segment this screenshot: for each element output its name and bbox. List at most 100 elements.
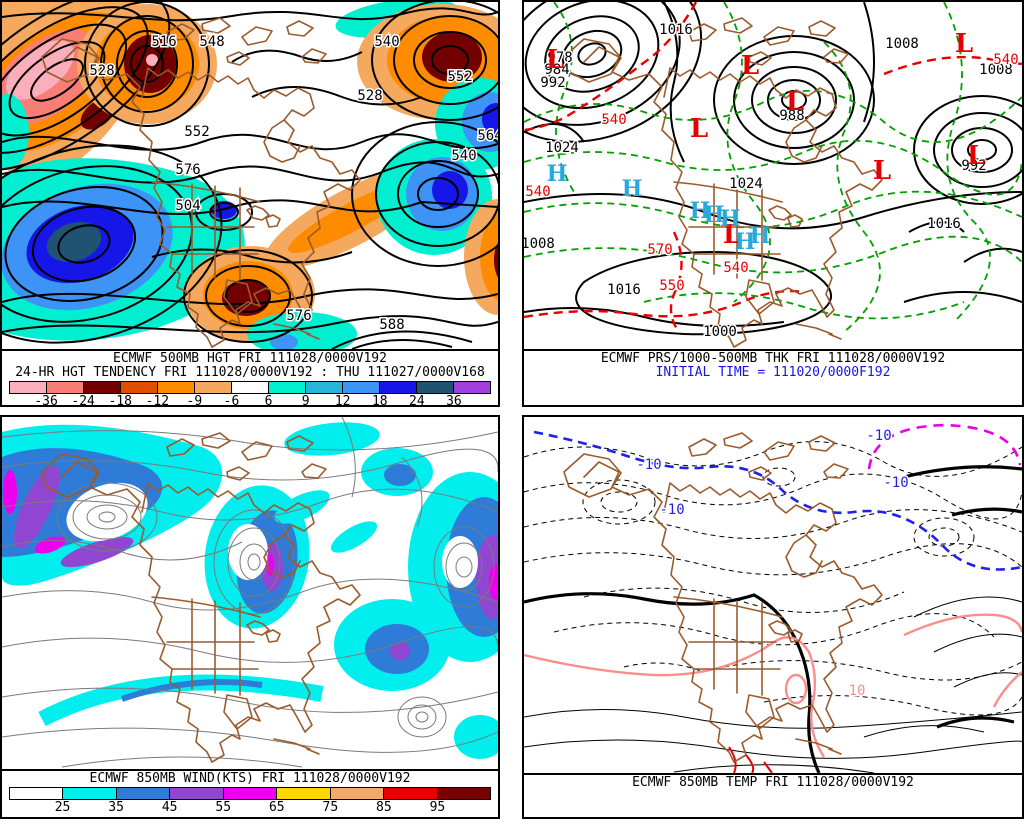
map-label: H [547,161,568,187]
height-contours [2,2,498,349]
map-mslp-thickness: 1016100810089789849921024102410081016101… [524,2,1022,351]
colorbar-tick-label: -6 [223,394,240,407]
mslp-labels: 1016100810089789849921024102410081016101… [524,21,1014,342]
colorbar-tick-label: 12 [334,394,351,407]
map-label: 570 [647,242,672,258]
colorbar-segment [84,382,121,393]
colorbar-tick-label: 9 [301,394,310,407]
colorbar-wind-speed [9,787,491,800]
map-label: 540 [451,148,476,164]
thickness-contours-green [524,2,1022,333]
map-label: 528 [89,63,114,79]
colorbar-segment [170,788,224,799]
map-label: 992 [540,75,565,91]
colorbar-segment [417,382,454,393]
map-label: L [690,114,708,144]
colorbar-tick-label: 45 [161,800,178,815]
caption-mslp-thickness: ECMWF PRS/1000-500MB THK FRI 111028/0000… [600,351,946,366]
map-850mb-wind [2,417,498,771]
minus20-isotherm-magenta-dashed [867,423,1022,470]
map-label: 564 [477,128,498,144]
colorbar-segment [158,382,195,393]
map-label: 1016 [607,282,641,298]
map-label: 984 [544,62,569,78]
colorbar-tick-label: 75 [322,800,339,815]
wind-speed-shading [2,422,498,759]
streamlines [2,417,498,768]
colorbar-tick-label: -36 [34,394,58,407]
map-label: 1024 [545,140,579,156]
map-label: H [735,229,756,255]
colorbar-segment [437,788,490,799]
colorbar-tick-label: 25 [54,800,71,815]
colorbar-tick-label: -18 [108,394,132,407]
map-label: L [546,45,564,75]
colorbar-tick-label: 65 [268,800,285,815]
map-label: 540 [993,52,1018,68]
map-label: 1000 [703,324,737,340]
map-label: 1016 [927,216,961,232]
map-label: 1016 [659,22,693,38]
colorbar-tick-label: -9 [186,394,203,407]
map-label: 576 [286,308,311,324]
colorbar-tick-label: 35 [108,800,124,815]
caption-500mb-hgt: ECMWF 500MB HGT FRI 111028/0000V192 [113,351,387,366]
colorbar-tick-label: 55 [215,800,232,815]
map-label: L [873,156,891,186]
map-label: L [967,141,985,171]
colorbar-segment [116,788,171,799]
map-850mb-temp: -10 -10 -10 -10 10 [524,417,1022,775]
colorbar-segment [10,382,47,393]
colorbar-ticks-height-tendency: -36 -24 -18 -12 -9 -6 6 9 12 18 24 36 [9,394,491,407]
colorbar-tick-label: 18 [371,394,388,407]
map-label: 528 [357,88,382,104]
thickness-labels: 540 570 550 540 540 540 [524,51,1020,296]
colorbar-segment [223,788,278,799]
colorbar-tick-label: -12 [145,394,170,407]
map-label: 992 [961,158,986,174]
map-label: 540 [601,112,626,128]
colorbar-segment [277,788,331,799]
map-label: H [622,176,643,202]
map-label: H [750,223,771,249]
colorbar-tick-label: 36 [446,394,462,407]
colorbar-segment [63,788,117,799]
colorbar-segment [10,788,64,799]
map-label: 978 [547,50,572,66]
colorbar-segment [306,382,343,393]
map-500mb-height: 516 548 540 528 528 552 552 576 540 504 564 576 588 [2,2,498,351]
panel-mslp-thickness: 1016 1008 1008 978 984 992 1024 1024 1008 1016 101… [522,0,1024,407]
map-label: 1008 [885,36,919,52]
map-label: 988 [779,108,804,124]
map-label: 540 [525,184,550,200]
map-label: 1024 [729,176,763,192]
caption-850mb-temp: ECMWF 850MB TEMP FRI 111028/0000V192 [632,775,914,790]
map-label: H [704,202,725,228]
map-label: 540 [374,34,399,50]
colorbar-segment [269,382,306,393]
colorbar-segment [384,788,438,799]
colorbar-segment [121,382,158,393]
map-label: 10 [849,683,866,699]
panel-850mb-temp: -10 -10 -10 -10 10 ECMWF 850MB TEMP FRI 1110… [522,415,1024,819]
caption-initial-time: INITIAL TIME = 111020/0000F192 [655,365,891,380]
panel-500mb-height-tendency: 516548540528528552552576540504564576588 … [0,0,500,407]
colorbar-tick-label: 24 [409,394,425,407]
map-label: 552 [447,69,472,85]
map-label: 576 [175,162,200,178]
height-contour-labels: 516 548 540 528 528 552 552 576 540 504 564 576 588 [88,33,498,335]
caption-850mb-wind: ECMWF 850MB WIND(KTS) FRI 111028/0000V19… [89,771,411,786]
caption-hgt-tendency: 24-HR HGT TENDENCY FRI 111028/0000V192 :… [15,365,485,380]
map-label: -10 [866,428,891,444]
map-label: L [955,29,973,59]
map-label: L [723,220,741,250]
colorbar-segment [380,382,417,393]
map-label: 516 [151,34,176,50]
colorbar-segment [454,382,490,393]
zero-line-thick [524,465,1022,773]
colorbar-height-tendency [9,381,491,394]
map-label: L [741,51,759,81]
mslp-contours [524,2,1022,336]
